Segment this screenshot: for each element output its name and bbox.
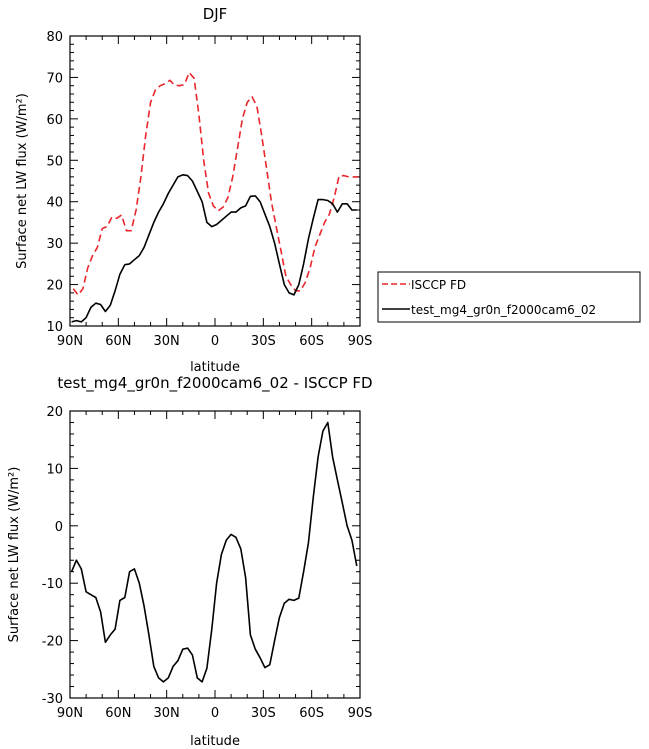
y-tick-label: 60 bbox=[46, 113, 63, 128]
y-tick-label: 20 bbox=[46, 279, 63, 294]
y-tick-label: 30 bbox=[46, 237, 63, 252]
y-tick-label: 70 bbox=[46, 71, 63, 86]
y-tick-label: 10 bbox=[46, 462, 63, 477]
chart-panel-2: test_mg4_gr0n_f2000cam6_02 - ISCCP FD 90N… bbox=[7, 374, 373, 749]
series-line-1 bbox=[70, 421, 358, 683]
x-tick-label: 90S bbox=[348, 334, 373, 349]
y-tick-label: -10 bbox=[42, 577, 63, 592]
legend-label-1: ISCCP FD bbox=[411, 278, 466, 292]
x-tick-label: 0 bbox=[211, 706, 219, 721]
x-tick-label: 0 bbox=[211, 334, 219, 349]
x-tick-label: 30S bbox=[251, 706, 276, 721]
chart-title: test_mg4_gr0n_f2000cam6_02 - ISCCP FD bbox=[57, 374, 372, 393]
y-tick-label: 50 bbox=[46, 154, 63, 169]
chart-panel-1: DJF 90N 60N 30N 0 30S 60S 90S 10 20 30 40 50 60 70 80 la… bbox=[15, 5, 372, 375]
x-tick-label: 30N bbox=[154, 334, 180, 349]
x-tick-label: 90N bbox=[57, 334, 83, 349]
x-axis-label: latitude bbox=[190, 360, 240, 375]
plot-frame bbox=[69, 410, 361, 699]
x-tick-label: 60S bbox=[299, 706, 324, 721]
legend-box bbox=[377, 271, 641, 323]
chart-title: DJF bbox=[203, 5, 228, 23]
x-tick-label: 60N bbox=[105, 334, 131, 349]
x-axis-label: latitude bbox=[190, 734, 240, 749]
x-tick-label: 30N bbox=[154, 706, 180, 721]
y-tick-label: 10 bbox=[46, 320, 63, 335]
y-tick-label: 0 bbox=[55, 520, 63, 535]
x-tick-label: 90S bbox=[348, 706, 373, 721]
y-tick-label: -20 bbox=[42, 635, 63, 650]
legend-label-2: test_mg4_gr0n_f2000cam6_02 bbox=[411, 303, 596, 317]
x-tick-label: 60N bbox=[105, 706, 131, 721]
y-tick-label: -30 bbox=[42, 692, 63, 707]
y-axis-label: Surface net LW flux (W/m²) bbox=[7, 467, 22, 643]
x-tick-label: 90N bbox=[57, 706, 83, 721]
x-tick-label: 30S bbox=[251, 334, 276, 349]
series-line-1 bbox=[72, 71, 359, 296]
x-tick-label: 60S bbox=[299, 334, 324, 349]
plot-frame bbox=[69, 35, 361, 327]
y-tick-label: 20 bbox=[46, 405, 63, 420]
legend: ISCCP FD test_mg4_gr0n_f2000cam6_02 bbox=[377, 271, 641, 323]
y-axis-label: Surface net LW flux (W/m²) bbox=[15, 93, 30, 269]
y-tick-label: 40 bbox=[46, 196, 63, 211]
y-tick-label: 80 bbox=[46, 30, 63, 45]
series-line-2 bbox=[71, 174, 357, 323]
